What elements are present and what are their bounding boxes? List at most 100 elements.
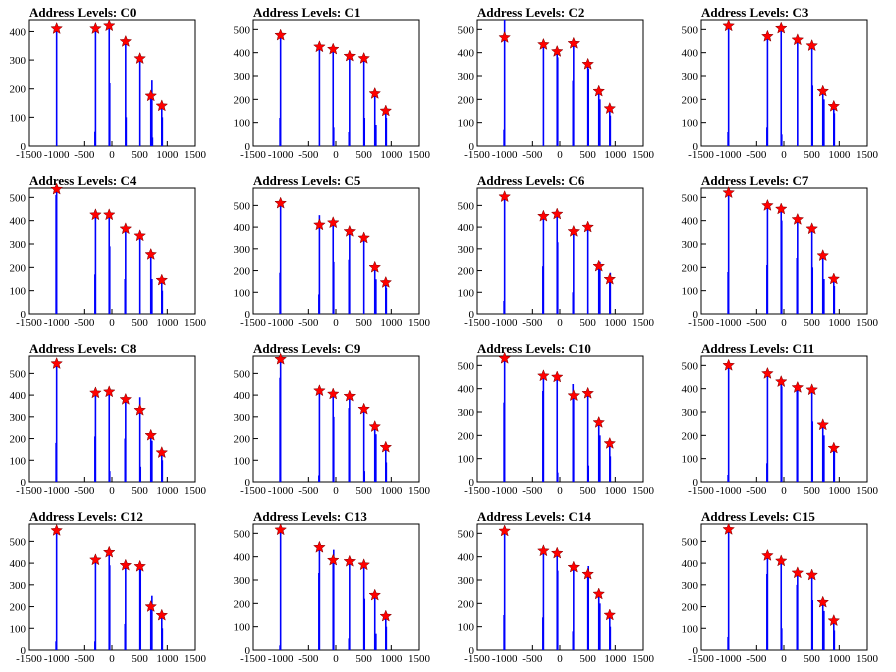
panel-title: Address Levels: C11 [701,341,814,356]
peak-marker [581,567,595,580]
x-tick-label: 500 [131,653,148,665]
peak-marker [89,208,102,221]
y-tick-label: 100 [682,623,699,635]
peak-marker [581,220,595,233]
plot-frame [700,19,868,147]
y-tick-label: 500 [234,368,251,380]
peak-marker [827,99,841,112]
panel-c4: Address Levels: C40100200300400500-1500-… [10,173,207,329]
y-tick-label: 100 [234,287,251,299]
y-tick-label: 200 [10,434,27,446]
peak-marker [133,559,147,572]
x-tick-label: 1000 [156,317,179,329]
x-tick-label: -500 [298,317,319,329]
peak-marker [119,222,133,235]
x-tick-label: -1000 [268,149,294,161]
peak-marker [144,89,158,102]
peak-marker [155,273,169,286]
panel-title: Address Levels: C6 [477,173,585,188]
x-tick-label: 0 [333,485,339,497]
peak-marker [89,21,102,35]
y-tick-label: 300 [234,71,251,83]
peak-marker [274,352,288,365]
x-tick-label: 0 [781,653,787,665]
y-tick-label: 100 [234,455,251,467]
x-tick-label: 500 [579,653,596,665]
y-tick-label: 400 [234,222,251,234]
peak-marker [326,387,340,400]
peak-marker [537,37,550,50]
y-tick-label: 300 [682,71,699,83]
x-tick-label: 500 [355,653,372,665]
y-tick-label: 500 [458,24,475,36]
peak-marker [357,558,371,571]
x-tick-label: -1500 [240,485,266,497]
peak-marker [102,385,116,398]
y-tick-label: 200 [10,84,27,96]
peak-marker [89,553,102,566]
panel-c10: Address Levels: C10 0 100 200 300 400 500 -1500… [458,341,655,497]
peak-marker [102,208,116,221]
panel-title: Address Levels: C5 [253,173,361,188]
peak-marker [603,272,617,285]
y-tick-label: 200 [458,266,475,278]
y-tick-label: 300 [682,239,699,251]
x-tick-label: 1000 [380,485,403,497]
x-tick-label: -500 [522,653,543,665]
peak-marker [357,402,371,415]
peak-marker [550,370,564,383]
y-tick-label: 100 [458,454,475,466]
y-tick-label: 100 [10,286,27,298]
x-tick-label: 0 [109,317,115,329]
x-tick-label: 1000 [604,485,627,497]
y-tick-label: 200 [682,430,699,442]
panel-c15: Address Levels: C15 0 100 200 300 400 500 -1500… [682,509,879,665]
x-tick-label: -500 [74,485,95,497]
peak-marker [50,523,64,536]
peak-marker [133,403,147,416]
plot-frame [476,523,644,651]
x-tick-label: 1000 [380,317,403,329]
y-tick-label: 100 [682,118,699,130]
x-tick-label: 0 [781,485,787,497]
peak-marker [567,560,581,573]
peak-marker [603,608,617,621]
y-tick-label: 400 [10,558,27,570]
peak-marker [761,29,774,42]
peak-marker [343,554,357,567]
peak-marker [774,21,788,34]
peak-marker [603,436,617,449]
x-tick-label: -1500 [16,317,42,329]
x-tick-label: 1500 [632,653,655,665]
y-tick-label: 400 [682,216,699,228]
x-tick-label: -1000 [268,485,294,497]
panel-title: Address Levels: C7 [701,173,809,188]
x-tick-label: -1500 [240,317,266,329]
plot-frame [28,355,196,483]
x-tick-label: -1500 [464,485,490,497]
plot-frame [28,187,196,315]
plot-frame [700,523,868,651]
panel-c0: Address Levels: C0 0 100 200 300 400 -1500 -100… [10,5,207,161]
peak-marker [379,440,393,453]
peak-marker [144,599,158,612]
x-tick-label: 500 [579,149,596,161]
peak-marker [102,19,116,32]
peak-marker [581,386,595,399]
peak-marker [144,428,158,441]
peak-marker [805,38,819,52]
y-tick-label: 0 [469,141,475,153]
y-tick-label: 500 [234,24,251,36]
x-tick-label: 1500 [856,149,879,161]
x-tick-label: -1000 [492,485,518,497]
x-tick-label: 0 [333,149,339,161]
y-tick-label: 100 [10,623,27,635]
peak-marker [119,392,133,405]
x-tick-label: 500 [131,317,148,329]
plot-frame [700,355,868,483]
y-tick-label: 100 [682,454,699,466]
y-tick-label: 400 [234,48,251,60]
y-tick-label: 400 [458,222,475,234]
peak-marker [567,224,581,237]
panel-title: Address Levels: C1 [253,5,360,20]
